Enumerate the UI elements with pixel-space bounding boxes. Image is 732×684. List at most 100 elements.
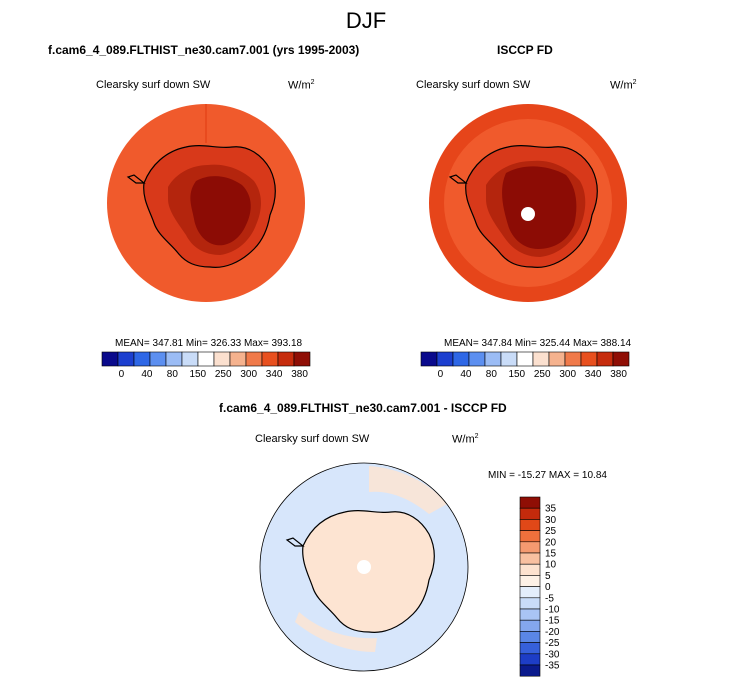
right-colorbar-box (580, 351, 598, 367)
diff-colorbar-box (519, 530, 541, 543)
left-colorbar-tick-label: 0 (119, 369, 125, 380)
diff-colorbar-tick-label: -10 (545, 605, 560, 616)
right-colorbar-box (436, 351, 454, 367)
right-colorbar-box (548, 351, 566, 367)
left-polar-map (107, 104, 305, 302)
diff-colorbar-box (519, 575, 541, 587)
left-colorbar-box (213, 351, 231, 367)
left-colorbar-box (197, 351, 215, 367)
left-colorbar-tick-label: 300 (240, 369, 257, 380)
diff-colorbar-tick-label: 35 (545, 504, 557, 515)
right-colorbar-tick-label: 300 (559, 369, 576, 380)
right-panel-stats: MEAN= 347.84 Min= 325.44 Max= 388.14 (444, 338, 632, 349)
diff-colorbar-box (519, 496, 541, 509)
left-panel-stats: MEAN= 347.81 Min= 326.33 Max= 393.18 (115, 338, 303, 349)
left-colorbar-tick-label: 40 (141, 369, 153, 380)
right-colorbar-tick-label: 380 (610, 369, 627, 380)
diff-map-coastline (285, 509, 435, 633)
right-colorbar-box (532, 351, 550, 367)
page-title: DJF (345, 8, 387, 33)
left-colorbar-box (293, 351, 311, 367)
diff-map-ocean-warm-patch (369, 466, 447, 514)
left-colorbar-box (149, 351, 167, 367)
right-panel-units: W/m2 (610, 79, 637, 92)
diff-colorbar-tick-label: 25 (545, 526, 557, 537)
right-colorbar-box (420, 351, 438, 367)
right-colorbar-tick-label: 80 (486, 369, 498, 380)
left-panel-units: W/m2 (288, 79, 315, 92)
right-panel-case-title: ISCCP FD (497, 43, 553, 57)
left-panel-case-title: f.cam6_4_089.FLTHIST_ne30.cam7.001 (yrs … (48, 43, 360, 57)
left-colorbar-tick-label: 150 (189, 369, 206, 380)
left-panel-field-label: Clearsky surf down SW (96, 79, 211, 91)
right-panel-field-label: Clearsky surf down SW (416, 79, 531, 91)
left-colorbar-box (277, 351, 295, 367)
diff-panel-units: W/m2 (452, 433, 479, 446)
right-colorbar-box (596, 351, 614, 367)
diff-colorbar-box (519, 653, 541, 666)
right-colorbar-box (516, 351, 534, 367)
right-colorbar-box (452, 351, 470, 367)
diff-colorbar-box (519, 619, 541, 632)
left-colorbar: 0 40 80 150 250 300 340 380 (101, 351, 311, 380)
right-colorbar-tick-label: 40 (460, 369, 472, 380)
left-colorbar-box (261, 351, 279, 367)
left-map-coastline (126, 144, 276, 268)
diff-colorbar-tick-label: 20 (545, 537, 557, 548)
diff-map-pole-hole (357, 560, 371, 574)
diff-colorbar-box (519, 608, 541, 621)
right-colorbar-box (500, 351, 518, 367)
diff-colorbar-box (519, 552, 541, 565)
diff-colorbar-tick-label: -15 (545, 616, 560, 627)
left-colorbar-tick-label: 380 (291, 369, 308, 380)
left-colorbar-tick-label: 250 (215, 369, 232, 380)
right-colorbar-tick-label: 150 (508, 369, 525, 380)
right-map-interior (502, 166, 577, 249)
diff-colorbar-box (519, 541, 541, 554)
diff-colorbar-box (519, 664, 541, 677)
diff-colorbar-tick-label: -30 (545, 649, 560, 660)
left-colorbar-box (133, 351, 151, 367)
diff-colorbar-tick-label: -5 (545, 593, 554, 604)
right-colorbar-box (564, 351, 582, 367)
diff-colorbar-tick-label: -25 (545, 638, 560, 649)
diff-panel-stats: MIN = -15.27 MAX = 10.84 (488, 470, 607, 481)
left-colorbar-box (245, 351, 263, 367)
diff-panel-case-title: f.cam6_4_089.FLTHIST_ne30.cam7.001 - ISC… (219, 401, 507, 415)
right-colorbar-box (484, 351, 502, 367)
right-colorbar-tick-label: 340 (585, 369, 602, 380)
left-colorbar-tick-label: 340 (266, 369, 283, 380)
diff-colorbar-tick-label: -35 (545, 661, 560, 672)
diff-colorbar-tick-label: -20 (545, 627, 560, 638)
diff-colorbar-box (519, 642, 541, 655)
right-polar-map (429, 104, 627, 302)
left-colorbar-box (229, 351, 247, 367)
left-colorbar-box (181, 351, 199, 367)
diff-polar-map (259, 462, 469, 672)
right-colorbar-box (612, 351, 630, 367)
diff-colorbar-box (519, 507, 541, 520)
left-map-interior (190, 176, 251, 246)
diff-colorbar-box (519, 519, 541, 531)
diff-colorbar-box (519, 563, 541, 576)
right-map-coastline (448, 144, 598, 268)
diff-map-border (259, 462, 469, 672)
diff-colorbar-box (519, 586, 541, 599)
right-colorbar-tick-label: 0 (438, 369, 444, 380)
diff-colorbar-tick-label: 30 (545, 515, 557, 526)
diff-colorbar-box (519, 631, 541, 643)
diff-colorbar-tick-label: 10 (545, 560, 557, 571)
left-colorbar-box (165, 351, 183, 367)
diff-colorbar-tick-label: 5 (545, 571, 551, 582)
left-colorbar-box (101, 351, 119, 367)
diff-panel-field-label: Clearsky surf down SW (255, 433, 370, 445)
diff-map-ocean-warm-patch-2 (295, 612, 377, 652)
right-map-pole-hole (521, 207, 535, 221)
right-colorbar-box (468, 351, 486, 367)
right-colorbar: 0 40 80 150 250 300 340 380 (420, 351, 630, 380)
diff-colorbar-tick-label: 15 (545, 549, 557, 560)
left-colorbar-box (117, 351, 135, 367)
right-colorbar-tick-label: 250 (534, 369, 551, 380)
diff-colorbar-tick-label: 0 (545, 582, 551, 593)
